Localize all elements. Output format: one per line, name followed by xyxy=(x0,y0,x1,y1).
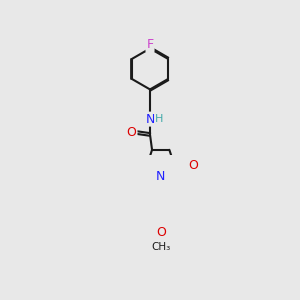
Text: O: O xyxy=(127,126,136,139)
Text: N: N xyxy=(156,170,165,183)
Text: O: O xyxy=(156,226,166,239)
Text: O: O xyxy=(189,159,199,172)
Text: CH₃: CH₃ xyxy=(151,242,170,252)
Text: H: H xyxy=(155,114,164,124)
Text: F: F xyxy=(146,38,154,51)
Text: N: N xyxy=(145,112,155,126)
